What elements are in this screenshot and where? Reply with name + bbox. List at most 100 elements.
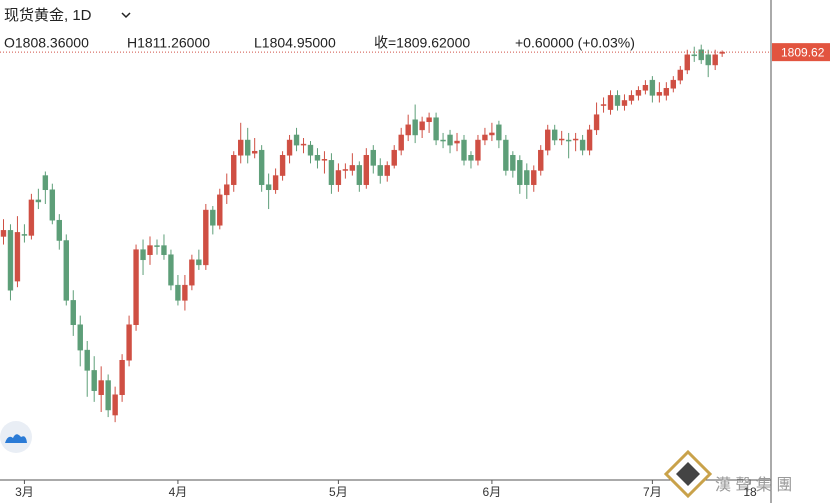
candle-body [363,155,370,185]
candle-body [286,139,293,156]
x-tick-label: 4月 [169,485,188,499]
candle-body [154,245,160,247]
candle-body [133,249,139,325]
candle-body [496,124,502,141]
candle-body [517,160,523,185]
candle-body [314,155,321,161]
candle-body [279,155,286,176]
x-tick-label: 6月 [483,485,502,499]
candle-body [419,121,425,131]
candle-body [370,149,376,166]
watermark-logo [663,449,713,499]
candle-body [649,79,656,96]
candle-body [510,155,516,171]
candle-body [77,324,83,351]
ohlc-value: L1804.95000 [254,35,336,51]
candle-body [558,138,565,141]
candle-body [300,143,307,146]
candle-body [475,139,481,161]
candle-body [258,149,265,185]
candle-body [70,300,76,325]
candle-body [503,139,509,171]
candle-body [398,134,404,151]
last-price-box [772,43,830,62]
candle-body [251,150,258,154]
candle-body [684,54,690,71]
candle-body [621,100,628,106]
candle-body [349,165,356,171]
candle-body [217,194,223,226]
candle-body [293,134,300,146]
chart-title: 现货黄金, 1D [4,7,92,24]
candle-body [482,134,488,141]
candle-body [147,245,153,255]
candle-body [168,254,174,286]
ohlc-value: O1808.36000 [4,35,89,51]
candle-body [538,149,544,171]
candle-body [245,139,251,156]
candle-body [7,230,14,291]
candle-body [272,175,279,191]
candle-body [628,95,635,101]
candle-body [231,155,237,185]
x-tick-label: 5月 [329,485,348,499]
candle-body [42,175,49,191]
candle-body [614,95,621,106]
candle-body [384,165,390,176]
candle-body [328,160,335,185]
candle-body [84,349,90,371]
candle-body [454,140,460,144]
candle-body [677,69,683,81]
candle-body [663,88,670,96]
candle-body [426,117,432,123]
candle-body [377,165,383,176]
candle-body [635,90,642,96]
candle-body [35,199,42,203]
candle-body [321,159,328,161]
candle-body [552,129,558,141]
candle-body [0,230,7,237]
candle-body [356,165,363,185]
candle-body [391,149,397,166]
ohlc-value: +0.60000 (+0.03%) [515,35,635,51]
candle-body [307,144,314,156]
candle-body [433,117,439,141]
candle-body [28,199,35,236]
candle-body [545,129,551,151]
candle-body [49,189,56,221]
candle-body [607,95,614,110]
candle-body [175,284,181,301]
x-tick-label: 7月 [643,485,662,499]
candle-body [405,124,411,136]
ohlc-value: H1811.26000 [127,35,210,51]
candle-body [342,169,349,171]
candle-body [119,360,125,396]
candle-body [656,92,663,96]
candle-body [224,184,230,196]
last-price-label: 1809.62 [781,45,825,59]
candle-body [579,139,586,151]
candle-body [468,155,474,161]
candle-body [524,170,530,185]
candle-body [126,324,132,361]
candle-body [600,104,607,106]
candle-body [691,54,697,57]
candle-body [572,138,579,141]
candle-body [105,380,111,411]
candle-body [489,132,495,136]
candle-body [210,209,216,226]
interval-chevron[interactable] [121,12,131,19]
plot-area [0,44,725,423]
candle-body [140,249,146,261]
candle-body [161,245,167,255]
candle-body [265,184,272,191]
candle-body [21,234,28,236]
candle-body [461,139,467,161]
candle-body [447,134,453,146]
candle-body [238,139,244,156]
candle-body [531,170,537,185]
candle-body [98,380,104,396]
candle-body [182,284,188,301]
candle-body [440,139,446,142]
